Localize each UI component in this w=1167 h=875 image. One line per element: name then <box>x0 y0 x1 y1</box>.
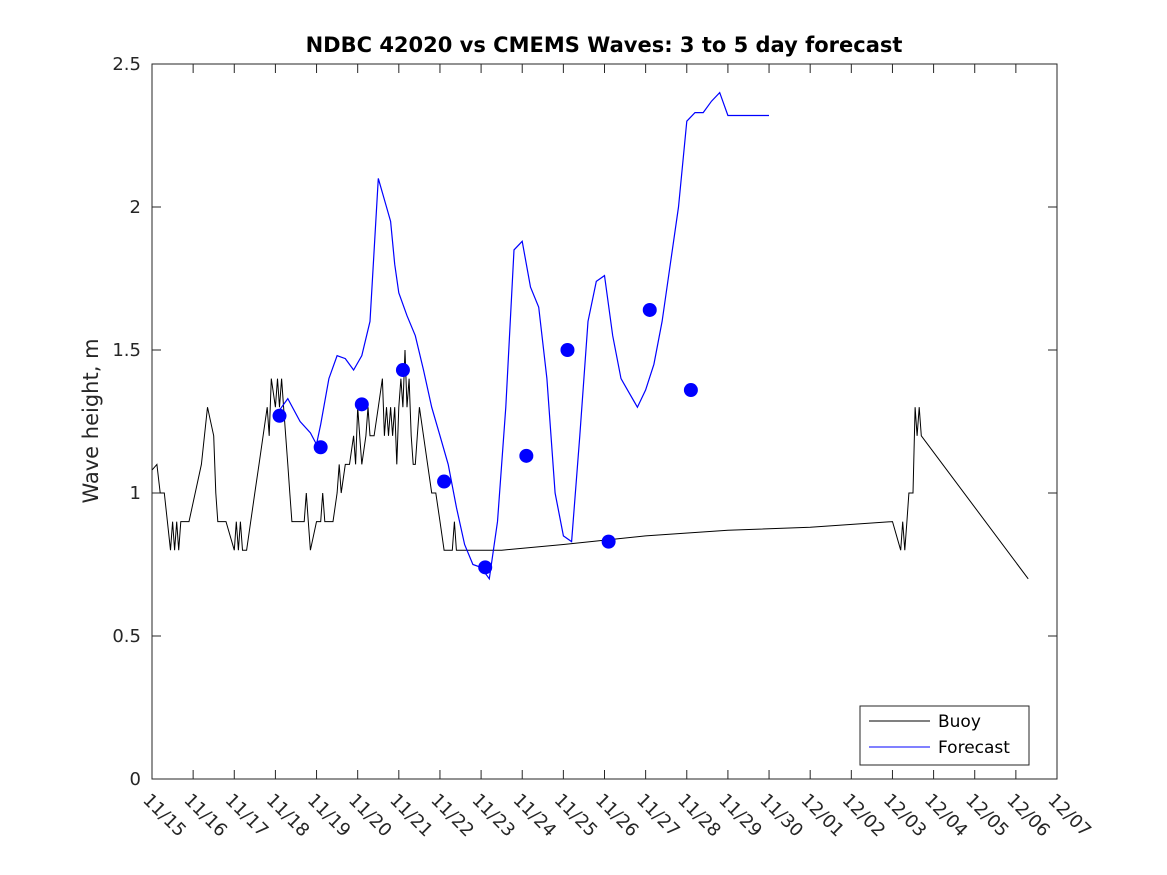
y-tick-label: 0 <box>130 769 141 790</box>
y-tick-label: 0.5 <box>112 626 141 647</box>
forecast-marker <box>683 383 698 398</box>
buoy-series-layer <box>151 349 1029 580</box>
forecast-marker <box>395 363 410 378</box>
y-tick-label: 1.5 <box>112 340 141 361</box>
chart-title: NDBC 42020 vs CMEMS Waves: 3 to 5 day fo… <box>306 33 903 57</box>
forecast-markers-layer <box>272 302 698 575</box>
forecast-marker <box>272 408 287 423</box>
forecast-marker <box>642 302 657 317</box>
forecast-marker <box>313 440 328 455</box>
forecast-marker <box>478 560 493 575</box>
plot-area <box>151 63 1058 780</box>
forecast-marker <box>560 343 575 357</box>
y-tick-label: 1 <box>130 483 141 504</box>
y-tick-label: 2.5 <box>112 54 141 75</box>
buoy-series-line <box>151 349 1029 580</box>
legend: Buoy Forecast <box>859 705 1030 766</box>
y-axis-label: Wave height, m <box>79 338 103 503</box>
forecast-marker <box>601 534 616 549</box>
forecast-marker <box>354 397 369 412</box>
forecast-marker <box>519 448 534 463</box>
y-axis: 0 0.5 1 1.5 2 2.5 <box>112 54 1057 790</box>
forecast-marker <box>437 474 452 489</box>
forecast-series-line <box>274 91 769 581</box>
legend-buoy-label: Buoy <box>938 712 981 732</box>
legend-box <box>859 705 1030 766</box>
y-tick-label: 2 <box>130 197 141 218</box>
forecast-series-layer <box>274 91 769 581</box>
legend-forecast-label: Forecast <box>938 738 1010 758</box>
